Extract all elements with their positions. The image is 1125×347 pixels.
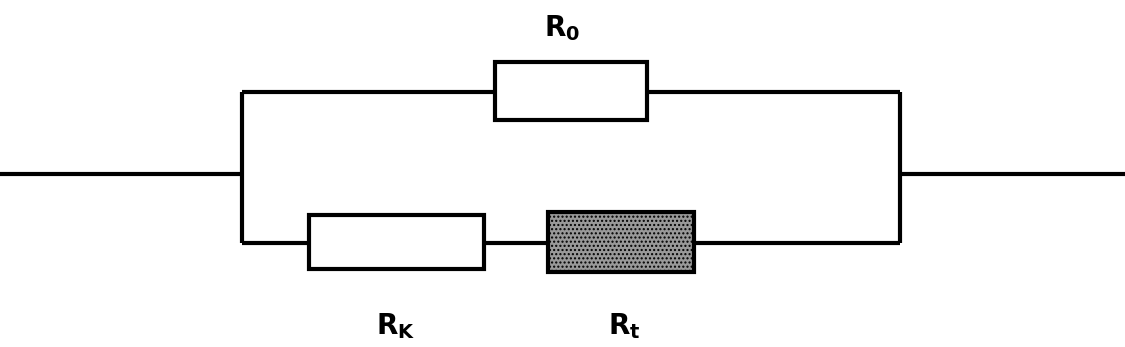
- Text: $\mathbf{R_t}$: $\mathbf{R_t}$: [609, 311, 640, 341]
- Bar: [495, 62, 647, 120]
- Text: $\mathbf{R_0}$: $\mathbf{R_0}$: [544, 13, 580, 43]
- Bar: [548, 212, 694, 272]
- Text: $\mathbf{R_K}$: $\mathbf{R_K}$: [377, 311, 415, 341]
- Bar: [309, 215, 484, 269]
